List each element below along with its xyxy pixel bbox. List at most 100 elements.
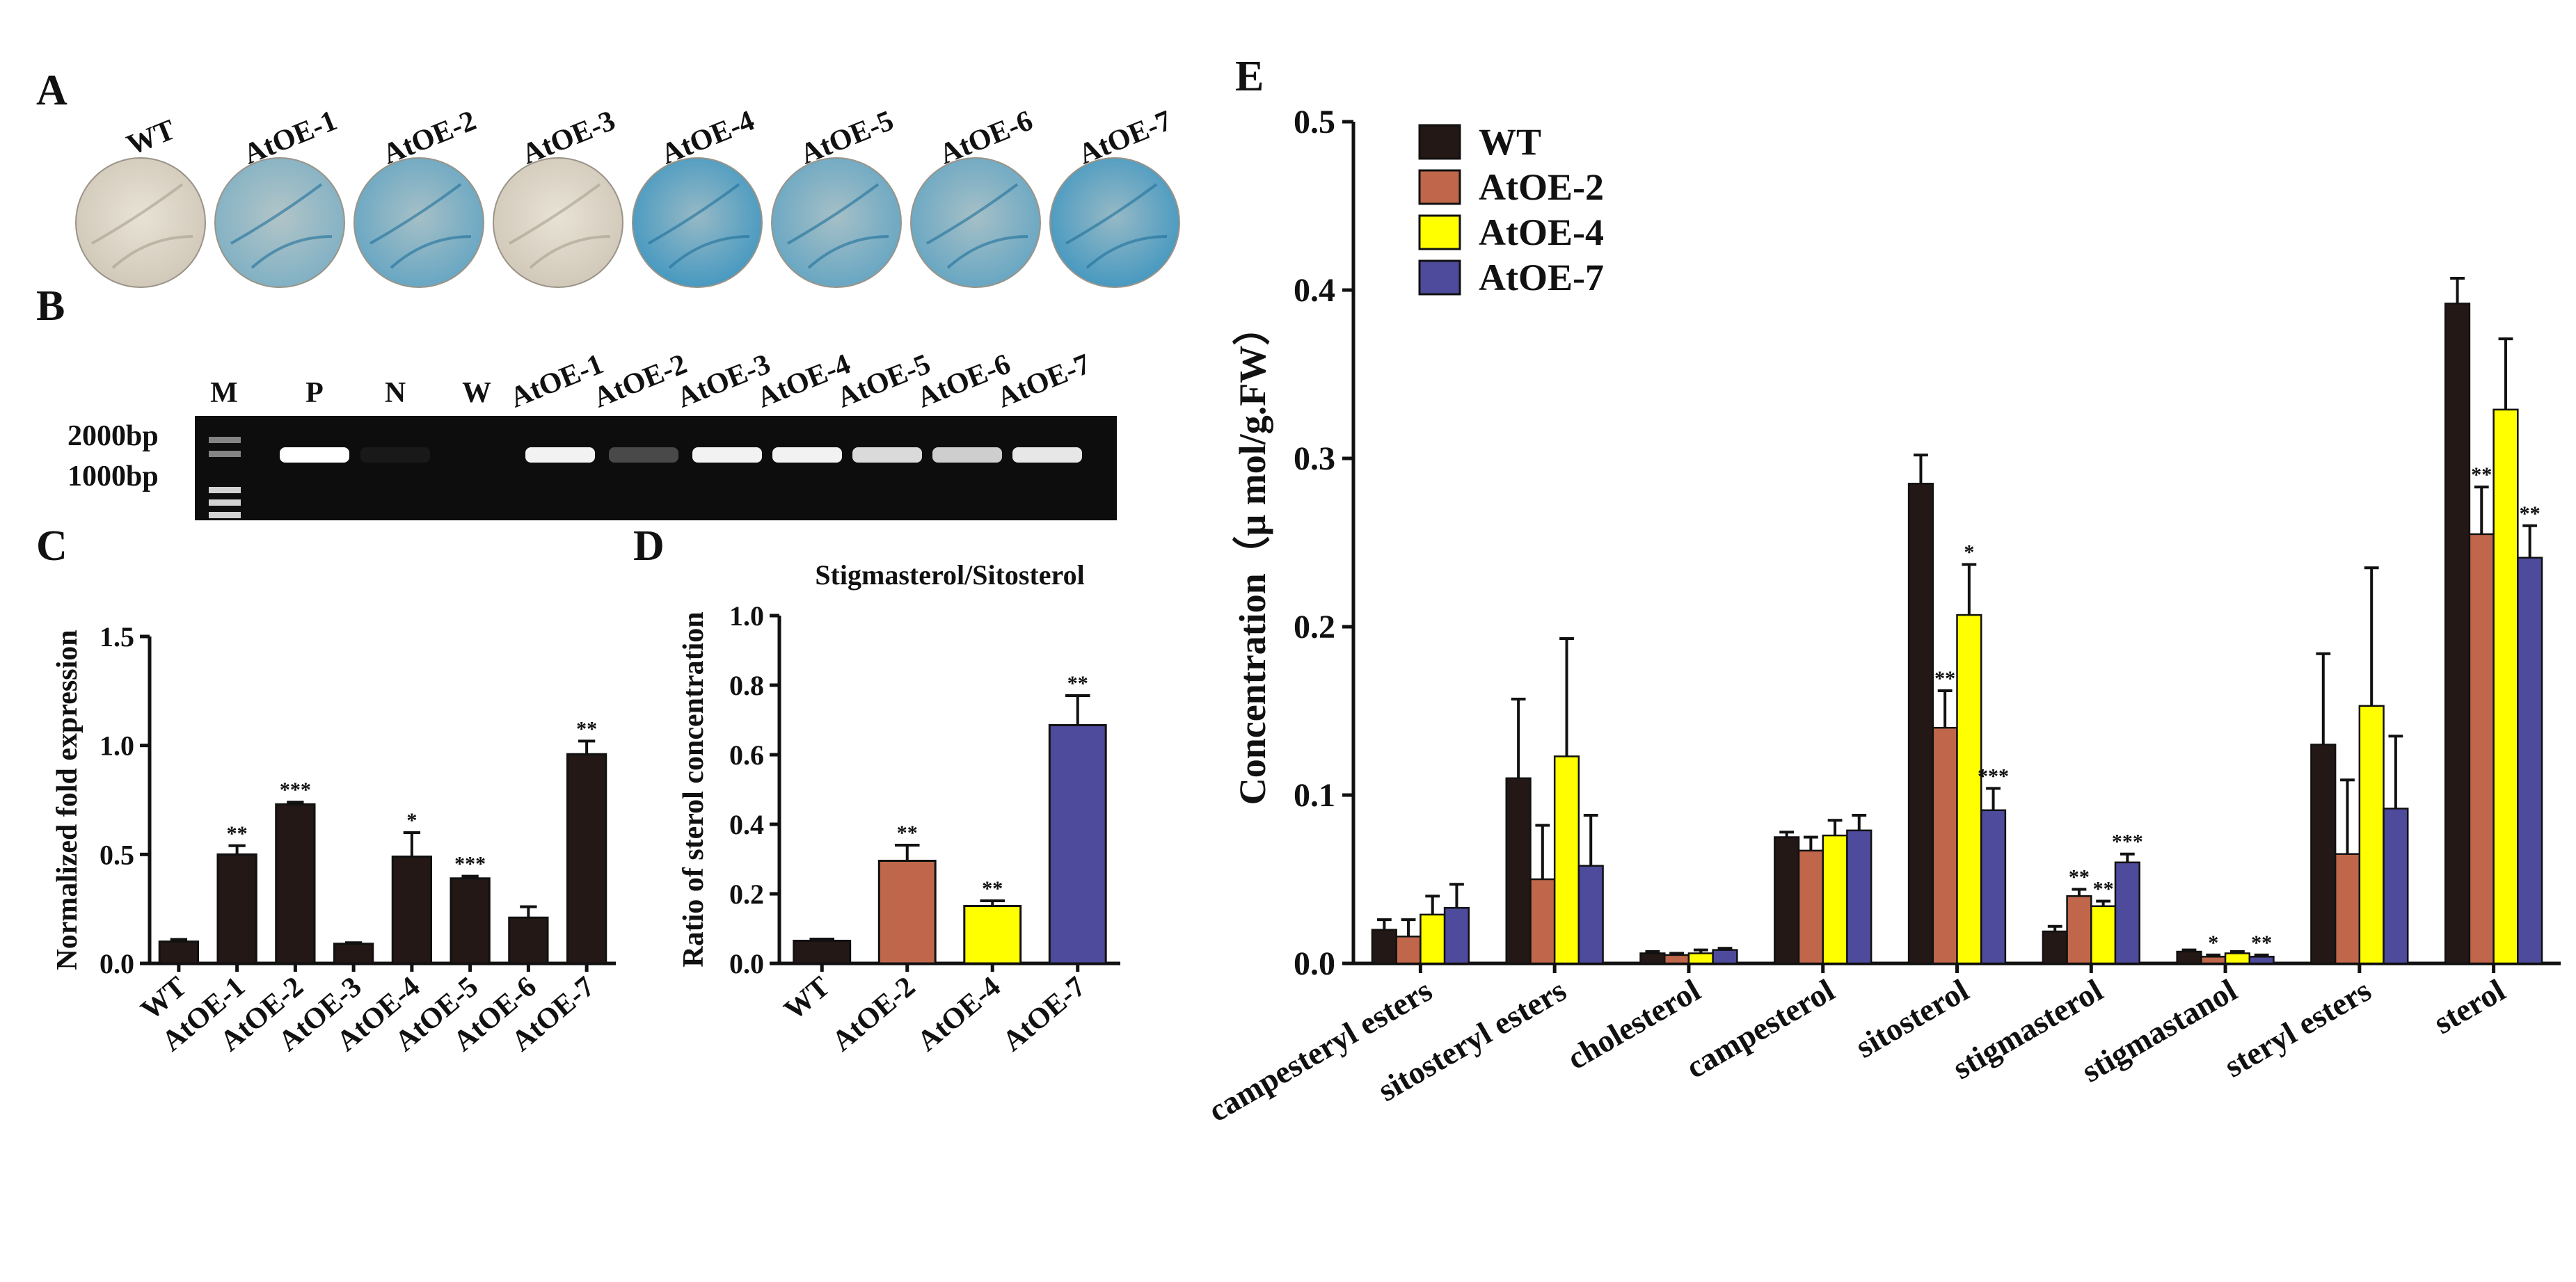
bar-atoe-7: [1980, 809, 2007, 965]
y-axis-label: Concentration（μ mol/g.FW）: [1232, 308, 1273, 806]
dna-band: [280, 447, 349, 463]
y-tick-label: 1.0: [729, 600, 764, 632]
dna-band: [692, 447, 762, 463]
bar: [391, 855, 433, 965]
y-tick-label: 0.5: [100, 839, 134, 870]
significance-mark: **: [2471, 463, 2492, 486]
bar-atoe-4: [1687, 952, 1714, 965]
bar: [963, 905, 1022, 965]
bar-atoe-2: [1529, 878, 1556, 965]
leaf-disc: [771, 157, 902, 288]
lane-label: P: [305, 377, 324, 409]
panel-b-gel: M P N W AtOE-1AtOE-2AtOE-3AtOE-4AtOE-5AtOE-6…: [67, 348, 1117, 520]
bar-wt: [2042, 930, 2068, 965]
significance-mark: ***: [2112, 831, 2143, 854]
leaf-vein: [648, 183, 750, 269]
bar-atoe-4: [1956, 614, 1982, 965]
bar-atoe-2: [2066, 895, 2092, 965]
category-label: AtOE-4: [912, 970, 1007, 1057]
legend-label: AtOE-2: [1479, 166, 1604, 208]
y-tick-label: 0.2: [729, 879, 764, 910]
category-label: WT: [778, 970, 836, 1026]
y-tick-label: 0.0: [729, 948, 764, 979]
panel-a-letter: A: [36, 67, 67, 114]
marker-1000bp: 1000bp: [67, 460, 159, 492]
y-tick-label: 0.8: [729, 670, 764, 701]
legend-label: WT: [1479, 121, 1541, 163]
bar-wt: [1907, 483, 1934, 965]
significance-mark: **: [2069, 866, 2090, 889]
dna-band: [609, 447, 678, 463]
bar-atoe-7: [2248, 956, 2275, 965]
legend-swatch: [1418, 124, 1461, 160]
bar: [333, 943, 374, 965]
bar-wt: [1371, 929, 1397, 965]
bar-atoe-7: [2383, 808, 2409, 965]
significance-mark: **: [1067, 672, 1088, 695]
legend-label: AtOE-7: [1479, 257, 1604, 298]
bar-atoe-2: [1395, 936, 1422, 965]
leaf-vein: [369, 183, 472, 269]
lane-label: W: [462, 377, 491, 409]
panel-c-letter: C: [36, 522, 67, 570]
leaf-disc: [910, 157, 1041, 288]
bar-atoe-4: [1420, 913, 1446, 965]
legend-label: AtOE-4: [1479, 211, 1604, 253]
dna-band: [932, 447, 1002, 463]
dna-band: [360, 447, 430, 463]
bar-atoe-7: [2114, 861, 2140, 965]
chart-title: Stigmasterol/Sitosterol: [815, 559, 1084, 591]
bar-atoe-2: [1932, 726, 1958, 965]
significance-mark: *: [2208, 931, 2218, 954]
bar: [158, 940, 200, 965]
y-tick-label: 0.3: [1294, 440, 1335, 477]
bar-atoe-7: [1577, 865, 1604, 965]
significance-mark: *: [406, 809, 417, 832]
lane-label: AtOE-7: [993, 348, 1095, 414]
chart-d-ratio: 0.0 0.2 0.4 0.6 0.8 1.0 WT ** AtOE-2 ** AtOE-4 ** At…: [678, 559, 1120, 1058]
bar-atoe-2: [2468, 533, 2495, 965]
dna-band: [852, 447, 922, 463]
y-tick-label: 0.5: [1294, 104, 1335, 141]
bar: [216, 853, 257, 965]
leaf-vein: [91, 183, 193, 269]
panel-d-letter: D: [633, 522, 665, 570]
panel-b-letter: B: [36, 282, 65, 330]
legend-swatch: [1418, 259, 1461, 296]
significance-mark: **: [2251, 931, 2272, 954]
legend-swatch: [1418, 214, 1461, 250]
bar-atoe-7: [2517, 556, 2543, 965]
bar-atoe-2: [2334, 853, 2361, 965]
significance-mark: **: [227, 822, 248, 845]
dna-band: [772, 447, 842, 463]
bar: [450, 877, 491, 965]
significance-mark: **: [2520, 502, 2541, 525]
ladder-band: [209, 451, 241, 457]
significance-mark: ***: [280, 778, 311, 801]
category-label: campesterol: [1680, 972, 1840, 1085]
disc-label: WT: [122, 114, 180, 162]
significance-mark: ***: [454, 853, 486, 876]
ladder-band: [209, 512, 241, 518]
leaf-vein: [787, 183, 889, 269]
y-tick-label: 0.4: [1294, 272, 1335, 309]
gel-background: [195, 416, 1117, 520]
leaf-vein: [926, 183, 1028, 269]
bar: [793, 940, 852, 965]
category-label: sterol: [2428, 972, 2511, 1041]
leaf-vein: [230, 183, 333, 269]
y-tick-label: 0.0: [100, 948, 134, 979]
bar-wt: [1505, 777, 1532, 965]
ladder-band: [209, 437, 241, 443]
y-axis-label: Ratio of sterol concentration: [678, 611, 710, 967]
bar: [275, 803, 316, 965]
leaf-vein: [509, 183, 611, 269]
ladder-band: [209, 487, 241, 493]
bar: [1048, 724, 1107, 965]
dna-band: [525, 447, 595, 463]
bar-atoe-2: [1663, 954, 1690, 965]
y-tick-label: 1.5: [100, 621, 134, 652]
bar-atoe-4: [2224, 952, 2251, 965]
lane-label: M: [210, 377, 238, 409]
